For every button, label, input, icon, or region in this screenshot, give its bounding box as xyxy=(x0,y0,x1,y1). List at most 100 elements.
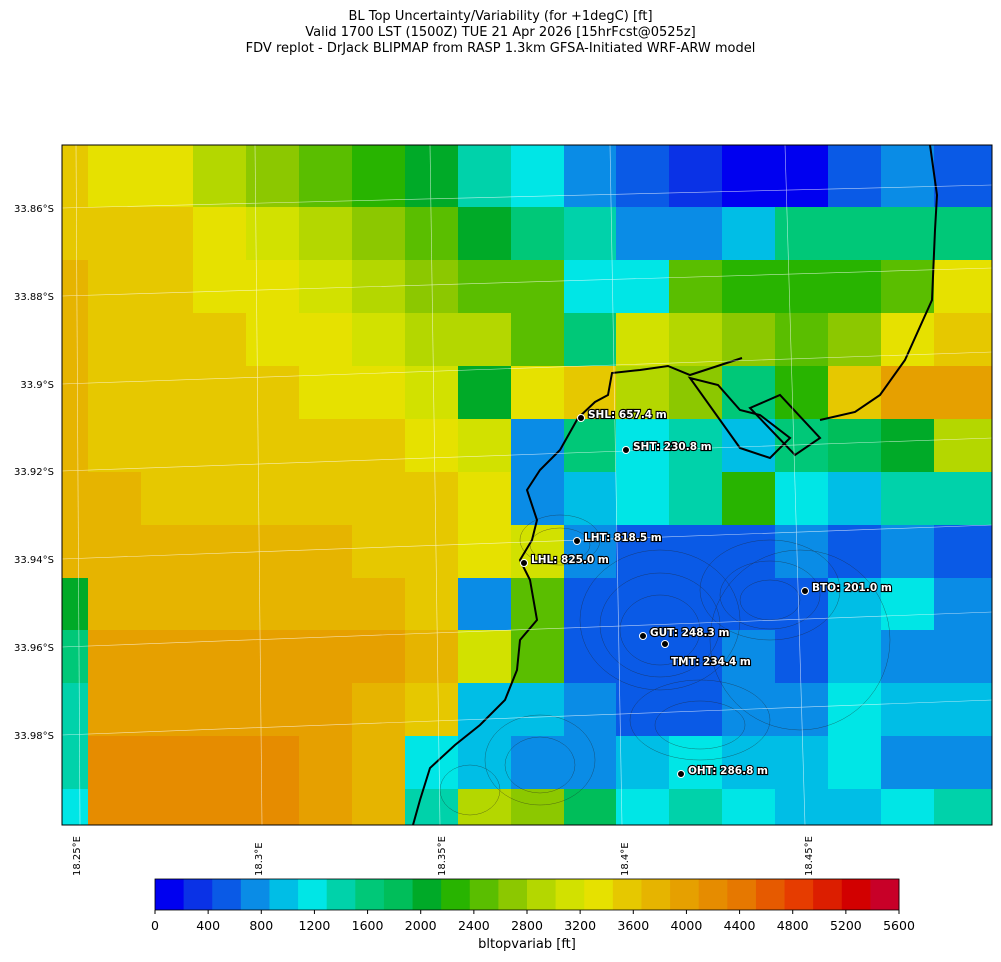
colorbar-swatch xyxy=(841,879,871,910)
station-bto[interactable]: BTO: 201.0 m xyxy=(801,581,893,595)
station-marker xyxy=(622,446,630,454)
colorbar-tick-label: 1200 xyxy=(299,918,331,933)
grid-cell xyxy=(62,260,89,314)
lat-label: 33.92°S xyxy=(14,467,54,478)
lon-label: 18.35°E xyxy=(437,836,448,876)
grid-cell xyxy=(246,630,300,684)
grid-cell xyxy=(881,789,935,826)
station-marker xyxy=(677,770,685,778)
grid-cell xyxy=(352,313,406,367)
colorbar-swatch xyxy=(383,879,413,910)
grid-cell xyxy=(193,789,247,826)
station-lhl[interactable]: LHL: 825.0 m xyxy=(520,553,610,567)
grid-cell xyxy=(193,154,247,208)
grid-cell xyxy=(881,419,935,473)
coastline xyxy=(412,144,939,826)
colorbar-swatch xyxy=(641,879,671,910)
grid-cell xyxy=(405,472,459,526)
grid-cell xyxy=(458,736,512,790)
lat-label: 33.88°S xyxy=(14,292,54,303)
colorbar-swatch xyxy=(412,879,442,910)
grid-cell xyxy=(405,419,459,473)
station-label: GUT: 248.3 m xyxy=(650,627,729,639)
grid-cell xyxy=(775,419,829,473)
colorbar-swatch xyxy=(155,879,185,910)
grid-cell xyxy=(722,260,776,314)
grid-cell xyxy=(511,525,565,579)
grid-cell xyxy=(246,683,300,737)
graticule xyxy=(61,144,993,826)
stations: SHL: 657.4 m SHT: 230.8 m LHT: 818.5 m L… xyxy=(520,408,893,778)
raster-grid xyxy=(62,145,993,826)
grid-cell xyxy=(564,683,617,737)
grid-cell xyxy=(458,207,512,261)
grid-cell xyxy=(62,419,89,473)
grid-cell xyxy=(511,472,565,526)
grid-cell xyxy=(564,736,617,790)
grid-cell xyxy=(141,525,194,579)
grid-cell xyxy=(934,525,993,579)
grid-cell xyxy=(299,789,353,826)
grid-cell xyxy=(669,207,723,261)
grid-cell xyxy=(564,525,617,579)
grid-cell xyxy=(511,419,565,473)
grid-cell xyxy=(193,630,247,684)
grid-cell xyxy=(405,313,459,367)
station-shl[interactable]: SHL: 657.4 m xyxy=(577,408,668,422)
grid-cell xyxy=(669,578,723,631)
station-label: LHL: 825.0 m xyxy=(531,554,609,566)
grid-cell xyxy=(722,789,776,826)
grid-cell xyxy=(141,472,194,526)
colorbar-swatch xyxy=(727,879,757,910)
colorbar-swatch xyxy=(870,879,900,910)
station-sht[interactable]: SHT: 230.8 m xyxy=(622,440,713,454)
grid-cell xyxy=(141,207,194,261)
grid-cell xyxy=(352,366,406,420)
grid-cell xyxy=(88,207,142,261)
grid-cell xyxy=(62,313,89,367)
grid-cell xyxy=(669,313,723,367)
lat-label: 33.98°S xyxy=(14,731,54,742)
station-lht[interactable]: LHT: 818.5 m xyxy=(573,531,663,545)
grid-cell xyxy=(193,207,247,261)
grid-cell xyxy=(828,630,882,684)
grid-cell xyxy=(299,207,353,261)
grid-cell xyxy=(828,145,882,155)
latitude-labels: 33.86°S 33.88°S 33.9°S 33.92°S 33.94°S 3… xyxy=(14,204,54,742)
grid-cell xyxy=(141,419,194,473)
grid-cell xyxy=(246,260,300,314)
colorbar-swatch xyxy=(755,879,785,910)
grid-cell xyxy=(616,789,670,826)
station-oht[interactable]: OHT: 286.8 m xyxy=(677,764,769,778)
grid-cell xyxy=(352,578,406,631)
colorbar-swatch xyxy=(183,879,213,910)
title-line-3: FDV replot - DrJack BLIPMAP from RASP 1.… xyxy=(245,41,756,56)
grid-cell xyxy=(352,683,406,737)
grid-cell xyxy=(62,630,89,684)
grid-cell xyxy=(511,207,565,261)
grid-cell xyxy=(458,578,512,631)
grid-cell xyxy=(669,683,723,737)
grid-cell xyxy=(564,145,617,155)
grid-cell xyxy=(141,145,194,155)
station-marker xyxy=(639,632,647,640)
station-tmt[interactable]: TMT: 234.4 m xyxy=(661,640,752,669)
grid-cell xyxy=(246,145,300,155)
station-marker xyxy=(661,640,669,648)
station-gut[interactable]: GUT: 248.3 m xyxy=(639,626,731,640)
lat-label: 33.86°S xyxy=(14,204,54,215)
grid-cell xyxy=(88,366,142,420)
grid-cell xyxy=(141,578,194,631)
grid-cell xyxy=(299,630,353,684)
grid-cell xyxy=(669,736,723,790)
grid-cell xyxy=(616,419,670,473)
grid-cell xyxy=(511,145,565,155)
grid-cell xyxy=(722,154,776,208)
station-marker xyxy=(573,537,581,545)
grid-cell xyxy=(141,683,194,737)
grid-cell xyxy=(564,789,617,826)
grid-cell xyxy=(934,683,993,737)
grid-cell xyxy=(62,207,89,261)
grid-cell xyxy=(934,736,993,790)
